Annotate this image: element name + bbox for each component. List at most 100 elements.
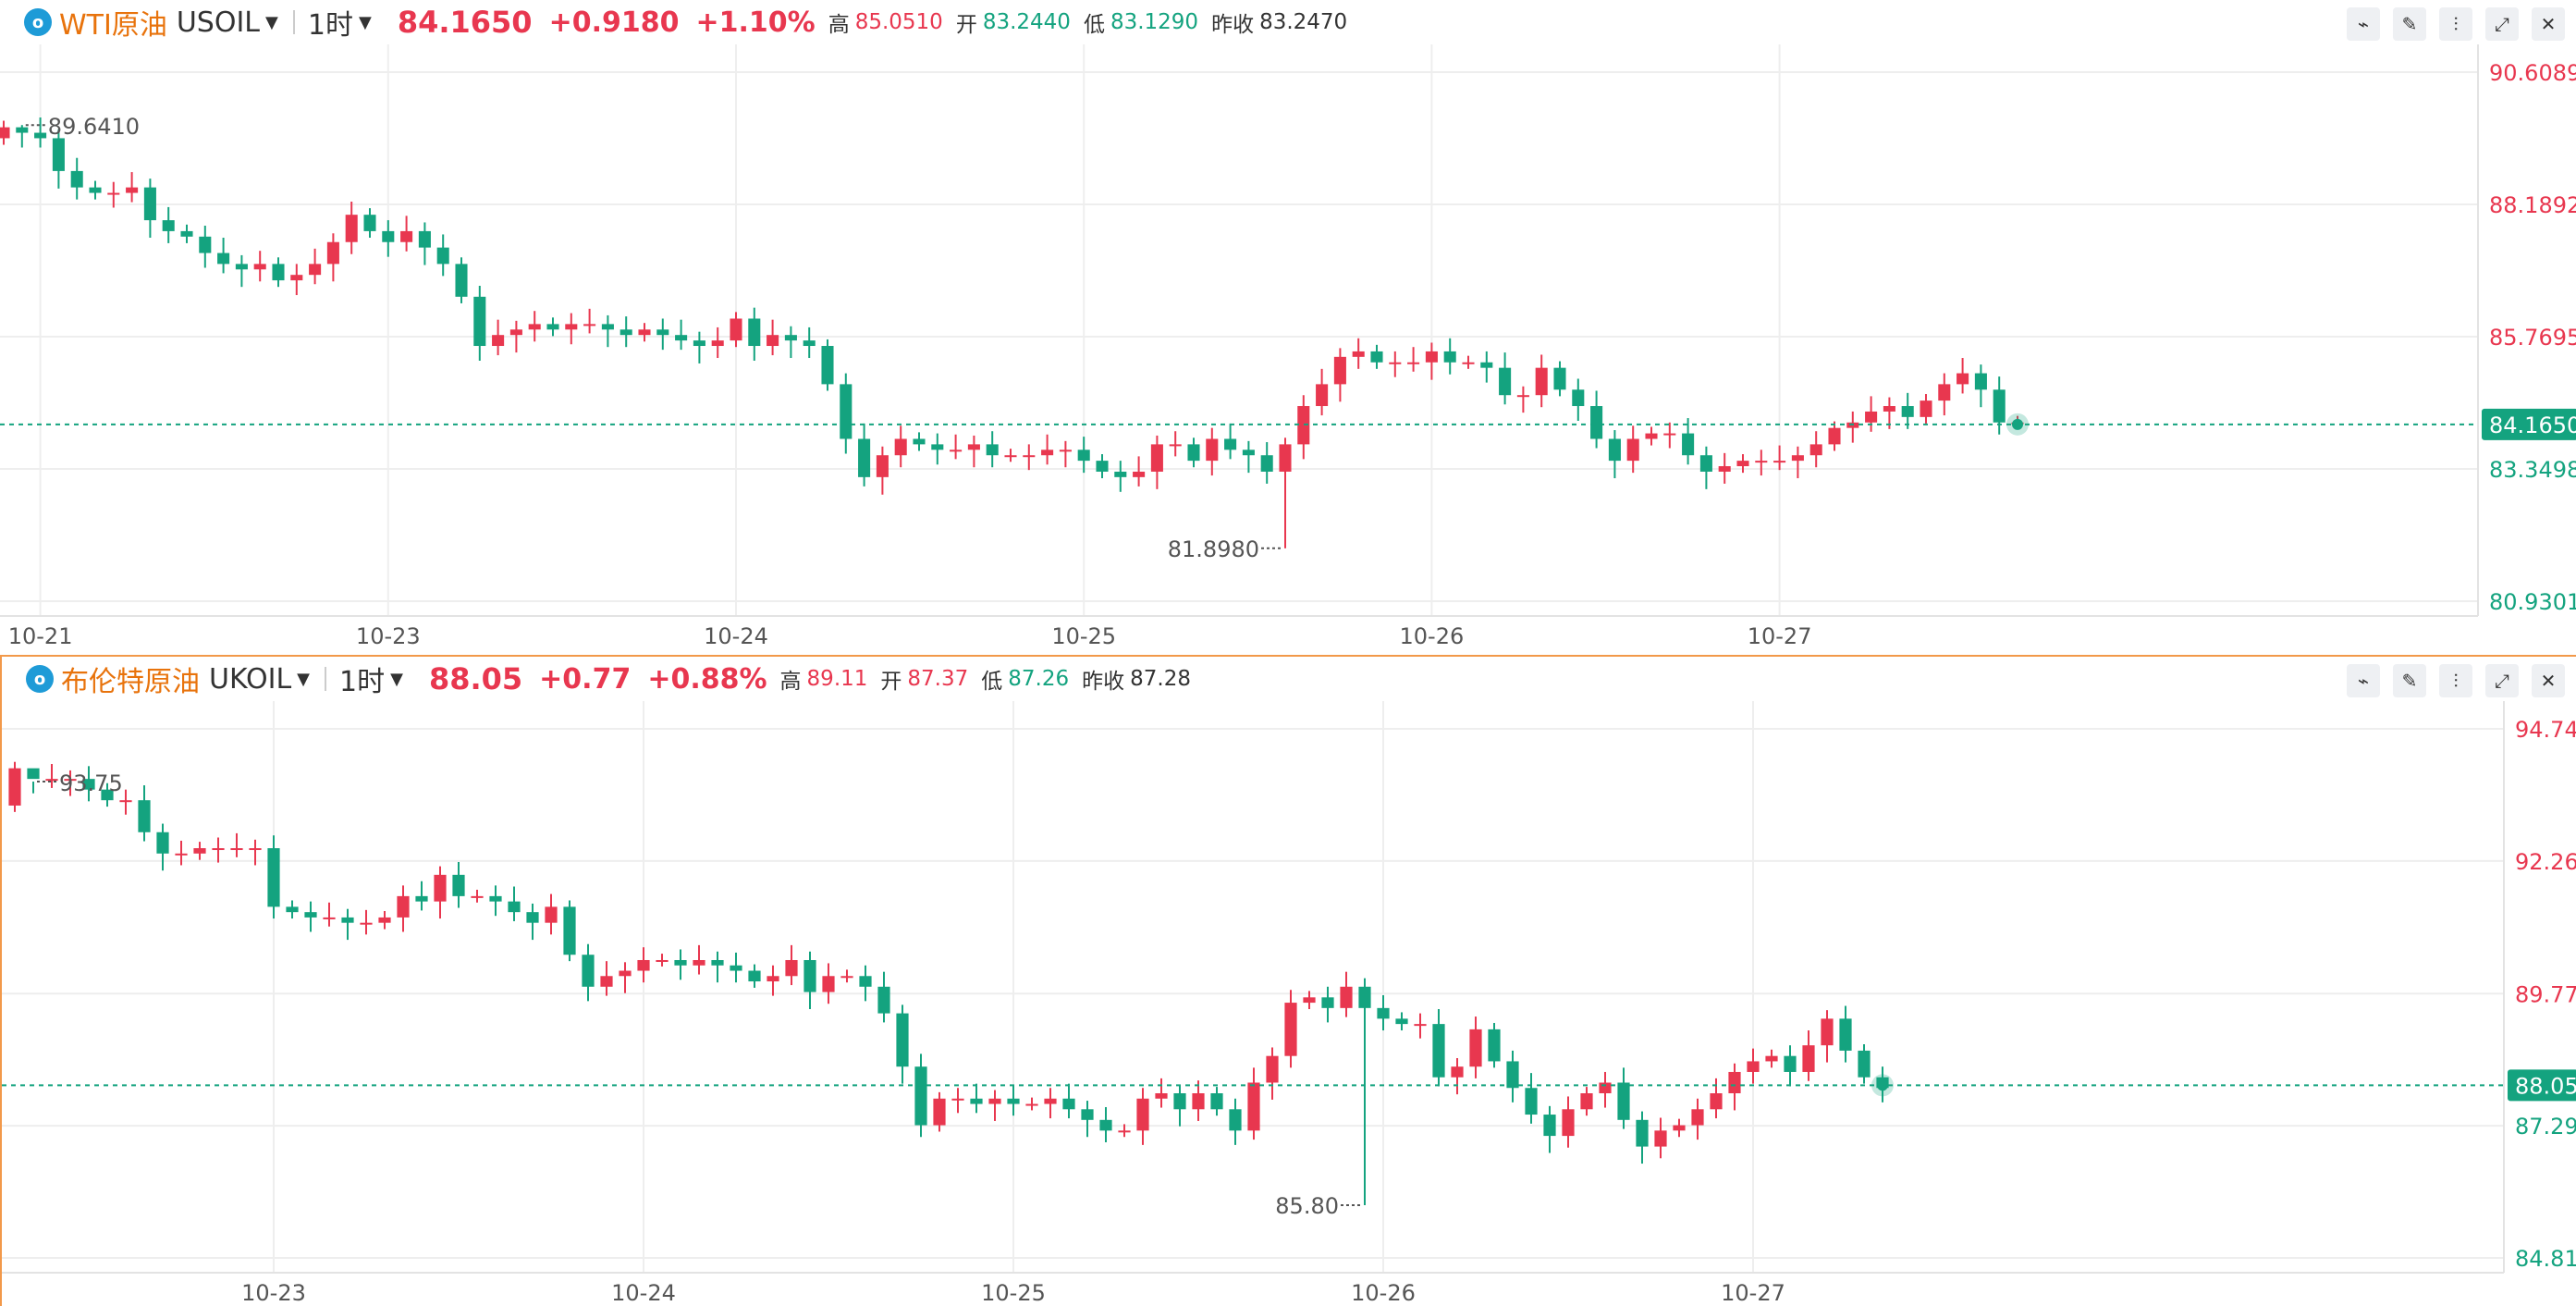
candle (1077, 437, 1090, 474)
candle (267, 835, 280, 919)
candle (1358, 978, 1371, 1205)
candle (1663, 422, 1676, 449)
candle-body (180, 230, 193, 237)
candle (8, 761, 21, 812)
candle-body (286, 906, 299, 913)
indicator-icon[interactable]: ⌁ (2347, 664, 2380, 697)
candle (471, 889, 484, 903)
period-select[interactable]: 1时 (339, 666, 386, 698)
candle (674, 949, 687, 980)
candle (1279, 437, 1292, 548)
candle-body (1553, 367, 1566, 390)
candle-body (896, 1013, 909, 1067)
symbol-code[interactable]: UKOIL (209, 662, 292, 696)
candle-body (1755, 461, 1768, 463)
candle (1062, 1083, 1075, 1119)
candle-body (730, 318, 742, 341)
candle (803, 951, 816, 1009)
expand-icon[interactable]: ⤢ (2485, 664, 2519, 697)
chevron-down-icon[interactable]: ▼ (358, 12, 372, 32)
candle-body (436, 247, 449, 265)
candle (896, 1004, 909, 1084)
symbol-icon: o (24, 8, 52, 36)
candle-body (363, 215, 376, 231)
candle (1718, 452, 1731, 484)
candle-body (1059, 450, 1072, 452)
candle (1736, 454, 1749, 474)
x-tick-label: 10-23 (241, 1280, 306, 1306)
last-price-tag-label: 84.1650 (2489, 413, 2576, 438)
x-tick-label: 10-25 (981, 1280, 1046, 1306)
candle-body (1691, 1109, 1704, 1126)
candle (1321, 986, 1334, 1023)
candle-body (582, 955, 595, 987)
x-tick-label: 10-27 (1721, 1280, 1785, 1306)
candle-body (345, 215, 358, 242)
low-value: 87.26 (1008, 667, 1070, 691)
candle-body (858, 438, 871, 477)
draw-icon[interactable]: ✎ (2393, 664, 2426, 697)
candle (528, 311, 541, 342)
candle (345, 201, 358, 254)
candlestick-chart-ukoil[interactable]: 94.74 92.26 89.77 87.29 84.81 10-23 10-24 10-25… (2, 701, 2576, 1306)
candle-body (951, 1098, 964, 1101)
candle-type-icon[interactable]: ⫶ (2439, 664, 2472, 697)
candle-body (986, 444, 999, 456)
prev-close-value: 87.28 (1130, 667, 1191, 691)
candle (193, 842, 206, 860)
period-select[interactable]: 1时 (307, 9, 353, 42)
candle-body (126, 187, 139, 193)
candlestick-chart-usoil[interactable]: 90.6089 88.1892 85.7695 83.3498 80.9301 10-21… (0, 44, 2576, 653)
candle-body (619, 329, 632, 336)
candle-body (193, 848, 206, 854)
close-icon[interactable]: ✕ (2532, 664, 2565, 697)
x-tick-label: 10-25 (1051, 623, 1116, 649)
candle (489, 885, 502, 917)
candle (473, 286, 486, 361)
candle (1370, 344, 1383, 369)
candle (1118, 1124, 1131, 1138)
chevron-down-icon[interactable]: ▼ (297, 669, 311, 689)
y-tick-label: 88.1892 (2489, 192, 2576, 218)
candle-body (1192, 1093, 1205, 1110)
candle (1333, 348, 1346, 402)
low-label: 低 (1083, 13, 1105, 37)
candle-body (378, 917, 391, 923)
candle (1224, 423, 1237, 460)
candle (748, 307, 761, 361)
candle-type-icon[interactable]: ⫶ (2439, 7, 2472, 41)
expand-icon[interactable]: ⤢ (2485, 7, 2519, 41)
candle (290, 264, 303, 296)
candle (894, 425, 907, 468)
candle-body (326, 241, 339, 265)
candle (64, 770, 77, 796)
draw-icon[interactable]: ✎ (2393, 7, 2426, 41)
candle (455, 257, 468, 303)
symbol-code[interactable]: USOIL (176, 6, 261, 39)
candle (492, 319, 505, 356)
candle-body (1645, 433, 1658, 439)
close-icon[interactable]: ✕ (2532, 7, 2565, 41)
candle (784, 326, 797, 359)
y-tick-label: 85.7695 (2489, 325, 2576, 351)
candle (52, 129, 65, 189)
candle (1543, 1105, 1556, 1153)
candle-body (1451, 1066, 1464, 1078)
candle (582, 943, 595, 1002)
candle (156, 823, 169, 871)
indicator-icon[interactable]: ⌁ (2347, 7, 2380, 41)
candle-body (1284, 1003, 1297, 1056)
candle-body (1682, 433, 1695, 456)
candle-body (1414, 1024, 1427, 1027)
candle-body (508, 901, 521, 913)
symbol-name[interactable]: 布伦特原油 (61, 666, 200, 698)
candle (1784, 1045, 1797, 1087)
candle (563, 900, 576, 962)
chevron-down-icon[interactable]: ▼ (265, 12, 278, 32)
candle (1316, 368, 1329, 416)
candle-body (1004, 455, 1017, 458)
chevron-down-icon[interactable]: ▼ (390, 669, 403, 689)
symbol-name[interactable]: WTI原油 (59, 9, 167, 42)
candle-body (1425, 351, 1438, 363)
candle (1765, 1049, 1778, 1068)
